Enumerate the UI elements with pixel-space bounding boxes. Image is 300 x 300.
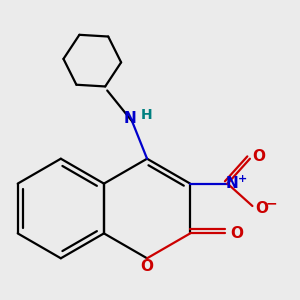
Text: −: −: [266, 196, 277, 211]
Text: O: O: [141, 259, 154, 274]
Text: +: +: [238, 174, 247, 184]
Text: O: O: [230, 226, 243, 241]
Text: O: O: [255, 200, 268, 215]
Text: H: H: [140, 108, 152, 122]
Text: N: N: [225, 176, 238, 191]
Text: N: N: [123, 111, 136, 126]
Text: O: O: [252, 149, 266, 164]
